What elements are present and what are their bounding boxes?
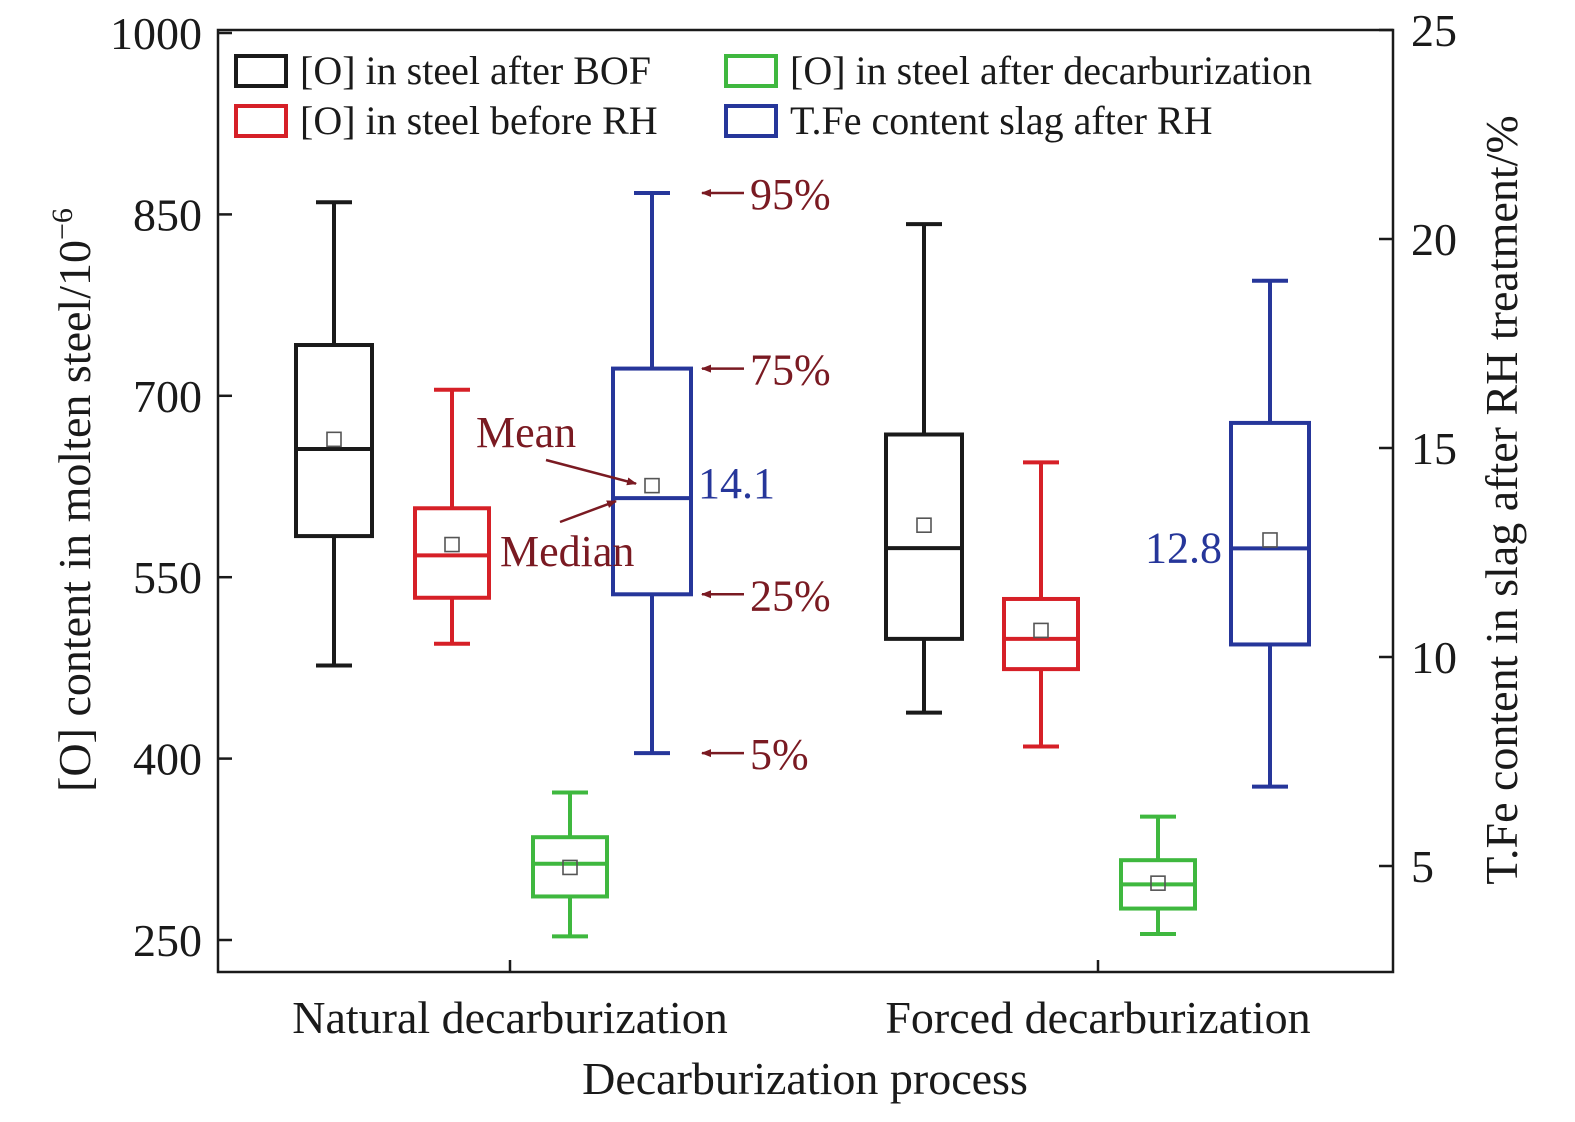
box-plot <box>1004 462 1078 746</box>
box-iqr <box>886 434 962 638</box>
left-tick-label: 700 <box>133 371 202 422</box>
mean-value-label: 12.8 <box>1145 523 1222 572</box>
box-iqr <box>296 345 372 536</box>
x-axis-title: Decarburization process <box>582 1053 1028 1104</box>
right-tick-label: 15 <box>1411 423 1457 474</box>
legend-swatch <box>236 56 286 86</box>
mean-value-label: 14.1 <box>698 459 775 508</box>
y-axis-left-title-text: [O] content in molten steel/10 <box>49 240 100 792</box>
left-tick-label: 400 <box>133 734 202 785</box>
right-tick-label: 5 <box>1411 841 1434 892</box>
x-tick-label: Forced decarburization <box>885 992 1310 1043</box>
right-tick-label: 20 <box>1411 214 1457 265</box>
left-tick-label: 850 <box>133 189 202 240</box>
y-axis-left-title: [O] content in molten steel/10−6 <box>46 208 100 792</box>
box-iqr <box>1004 599 1078 669</box>
left-axis: 1000 850 700 550 400 250 <box>110 8 232 966</box>
left-tick-label: 250 <box>133 915 202 966</box>
left-tick-label: 1000 <box>110 8 202 59</box>
legend-label: [O] in steel after BOF <box>300 48 651 93</box>
y-axis-left-title-exponent: −6 <box>46 208 79 240</box>
legend-item: T.Fe content slag after RH <box>726 98 1212 143</box>
legend-swatch <box>236 106 286 136</box>
box-plot-chart: 1000 850 700 550 400 250 25 20 15 10 5 Natural de… <box>0 0 1575 1122</box>
right-axis: 25 20 15 10 5 <box>1379 5 1457 892</box>
x-tick-label: Natural decarburization <box>292 992 728 1043</box>
box-iqr <box>415 508 489 597</box>
legend: [O] in steel after BOF [O] in steel after… <box>236 48 1312 143</box>
right-tick-label: 10 <box>1411 632 1457 683</box>
legend-item: [O] in steel after BOF <box>236 48 651 93</box>
box-plot <box>1121 817 1195 934</box>
annotation-p25: 25% <box>750 571 831 620</box>
y-axis-right-title: T.Fe content in slag after RH treatment/… <box>1476 115 1527 884</box>
annotation-arrow-median <box>560 501 616 522</box>
legend-label: [O] in steel after decarburization <box>790 48 1312 93</box>
legend-item: [O] in steel after decarburization <box>726 48 1312 93</box>
box-plot <box>1231 281 1309 787</box>
box-plot <box>613 193 691 753</box>
box-iqr <box>533 837 607 896</box>
box-plot <box>886 224 962 713</box>
legend-item: [O] in steel before RH <box>236 98 658 143</box>
annotation-p95: 95% <box>750 170 831 219</box>
annotation-mean: Mean <box>476 408 576 457</box>
legend-label: [O] in steel before RH <box>300 98 658 143</box>
annotation-p5: 5% <box>750 730 809 779</box>
right-tick-label: 25 <box>1411 5 1457 56</box>
box-plot <box>296 202 372 665</box>
annotation-p75: 75% <box>750 346 831 395</box>
legend-label: T.Fe content slag after RH <box>790 98 1212 143</box>
box-plot <box>533 792 607 936</box>
legend-swatch <box>726 106 776 136</box>
box-series: 14.1 12.8 <box>296 193 1309 936</box>
legend-swatch <box>726 56 776 86</box>
annotation-median: Median <box>500 527 634 576</box>
left-tick-label: 550 <box>133 552 202 603</box>
